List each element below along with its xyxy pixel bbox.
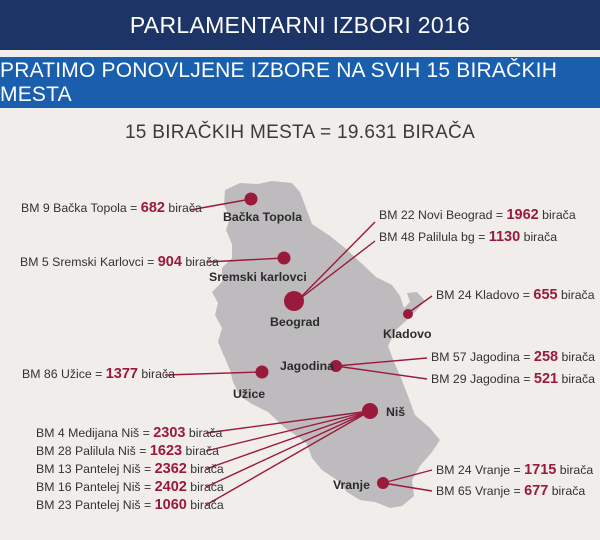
station-label-bm65: BM 65 Vranje = 677 birača [436,483,586,499]
station-label-bm86: BM 86 Užice = 1377 birača [22,366,175,382]
summary-text: 15 BIRAČKIH MESTA = 19.631 BIRAČA [124,122,476,143]
page-title: PARLAMENTARNI IZBORI 2016 [0,0,600,50]
city-label-kladovo: Kladovo [383,327,432,341]
marker-beograd [284,291,304,311]
connector-lines [164,198,433,506]
station-label-bm5: BM 5 Sremski Karlovci = 904 birača [20,254,219,270]
city-label-vranje: Vranje [333,478,370,492]
station-label-bm4: BM 4 Medijana Niš = 2303 birača [36,425,223,441]
station-label-bm28: BM 28 Palilula Niš = 1623 birača [36,443,219,459]
page-subtitle: PRATIMO PONOVLJENE IZBORE NA SVIH 15 BIR… [0,57,600,108]
city-label-jagodina: Jagodina [280,359,334,373]
marker-kladovo [403,309,413,319]
station-label-bm16: BM 16 Pantelej Niš = 2402 birača [36,479,224,495]
station-label-bm29: BM 29 Jagodina = 521 birača [431,371,596,387]
station-label-bm13: BM 13 Pantelej Niš = 2362 birača [36,461,224,477]
city-label-beograd: Beograd [270,315,320,329]
marker-backa-topola [244,192,258,206]
marker-uzice [255,365,269,379]
station-label-bm23: BM 23 Pantelej Niš = 1060 birača [36,497,224,513]
station-label-bm24-vranje: BM 24 Vranje = 1715 birača [436,462,594,478]
city-label-uzice: Užice [233,387,266,401]
city-label-nis: Niš [386,405,406,419]
marker-nis [362,403,378,419]
station-label-bm22: BM 22 Novi Beograd = 1962 birača [379,207,576,223]
city-label-backa-topola: Bačka Topola [223,210,303,224]
station-label-bm24-kladovo: BM 24 Kladovo = 655 birača [436,287,595,303]
station-label-bm9: BM 9 Bačka Topola = 682 birača [21,200,202,216]
serbia-map-shape [212,181,440,508]
station-label-bm57: BM 57 Jagodina = 258 birača [431,349,596,365]
station-label-bm48: BM 48 Palilula bg = 1130 birača [379,229,558,245]
marker-sremski-karlovci [277,251,291,265]
marker-vranje [377,477,389,489]
city-label-sremski-karlovci: Sremski karlovci [209,270,307,284]
marker-jagodina [330,360,342,372]
header-divider [0,50,600,57]
